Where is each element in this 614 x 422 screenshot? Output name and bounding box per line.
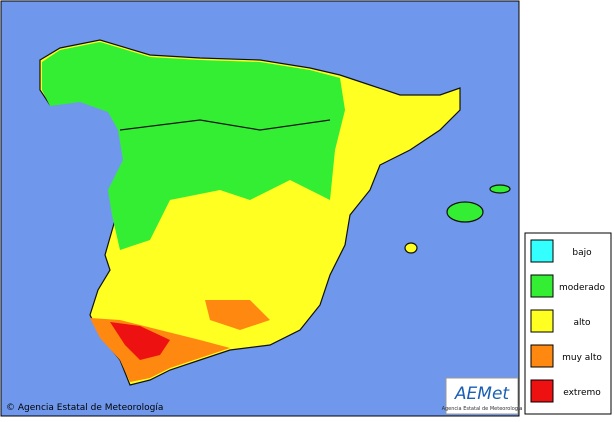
legend-swatch (530, 239, 554, 263)
legend-label: bajo (572, 248, 592, 258)
legend-label: extremo (563, 388, 601, 398)
legend-swatch (530, 344, 554, 368)
legend-swatch (530, 309, 554, 333)
legend: bajo moderado alto muy alto extremo (530, 239, 605, 403)
legend-swatch (530, 274, 554, 298)
legend-swatch (530, 379, 554, 403)
logo-subtitle: Agencia Estatal de Meteorología (442, 405, 523, 412)
logo: AEMet (454, 384, 510, 404)
spain (39, 39, 511, 386)
copyright: © Agencia Estatal de Meteorología (6, 403, 163, 413)
legend-label: moderado (559, 283, 605, 293)
logo-box (445, 377, 519, 415)
legend-label: muy alto (562, 353, 602, 363)
legend-label: alto (573, 318, 591, 328)
